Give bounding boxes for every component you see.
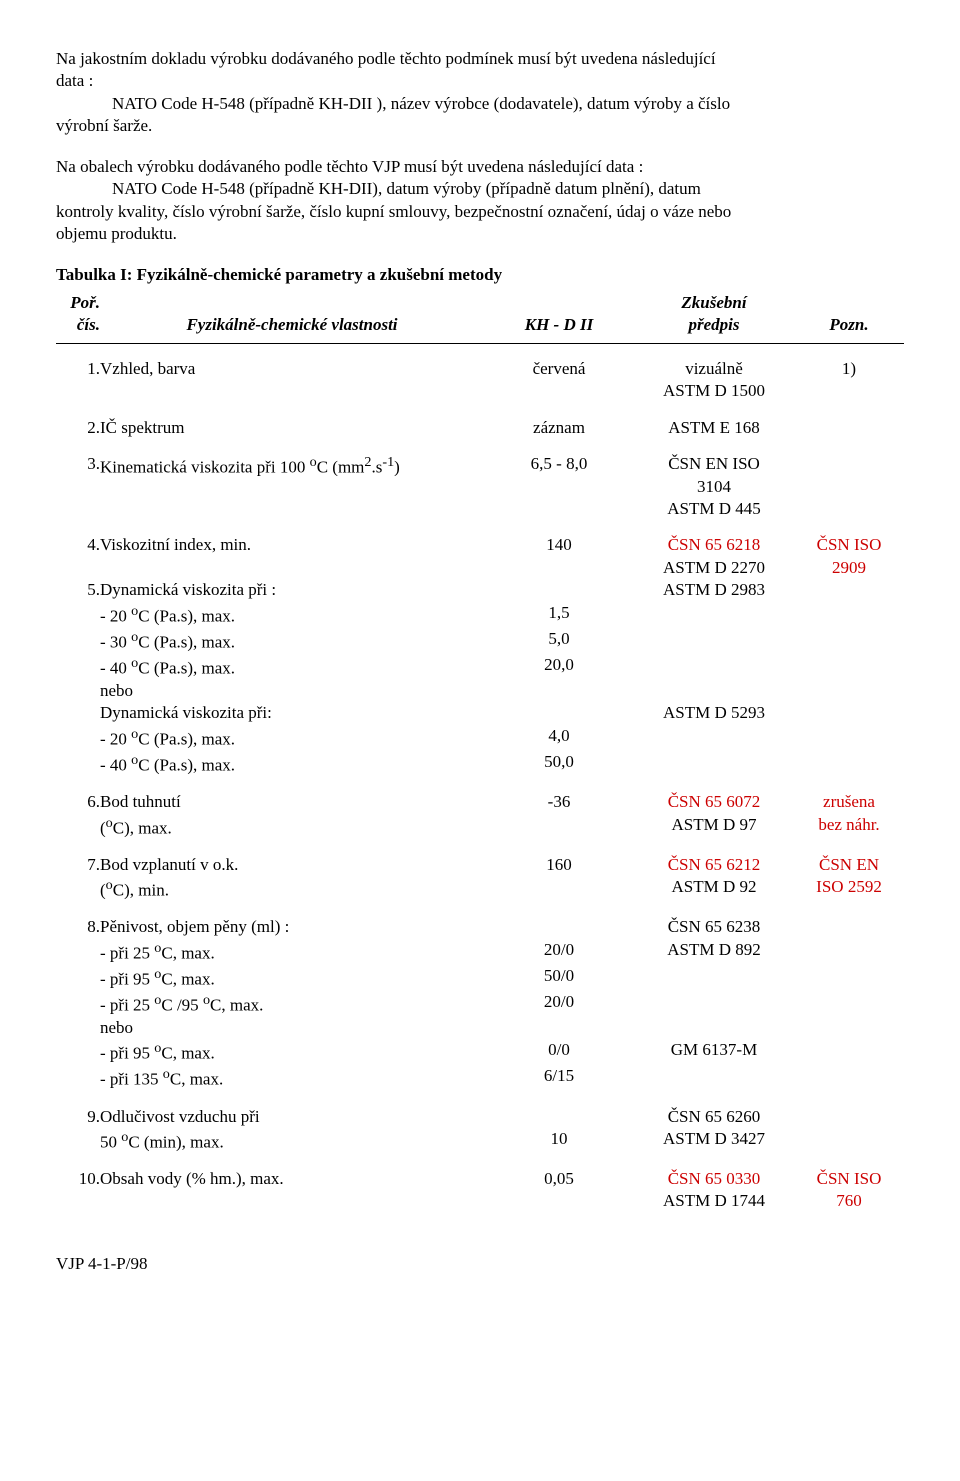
row-name: Pěnivost, objem pěny (ml) :: [100, 916, 484, 938]
table-row: - při 135 oC, max. 6/15: [56, 1065, 904, 1091]
table-row: - 30 oC (Pa.s), max. 5,0: [56, 628, 904, 654]
row-num: 10.: [56, 1168, 100, 1213]
row-name: Dynamická viskozita při :: [100, 579, 484, 601]
row-zku: vizuálně ASTM D 1500: [634, 358, 794, 403]
row-name: Bod vzplanutí v o.k. (oC), min.: [100, 854, 484, 903]
row-num: 4.: [56, 534, 100, 579]
row-zku: ČSN 65 6218 ASTM D 2270: [634, 534, 794, 579]
hdr-zku: Zkušební předpis: [634, 292, 794, 343]
table-row: 8. Pěnivost, objem pěny (ml) : ČSN 65 62…: [56, 916, 904, 938]
table-row: 1. Vzhled, barva červená vizuálně ASTM D…: [56, 358, 904, 403]
row-zku: ČSN EN ISO 3104 ASTM D 445: [634, 453, 794, 520]
row-name: Obsah vody (% hm.), max.: [100, 1168, 484, 1213]
p2-l4: objemu produktu.: [56, 224, 177, 243]
row-pozn: ČSN ISO 760: [794, 1168, 904, 1213]
table-row: - 20 oC (Pa.s), max. 4,0: [56, 725, 904, 751]
row-zku: ČSN 65 0330 ASTM D 1744: [634, 1168, 794, 1213]
row-zku: ČSN 65 6072 ASTM D 97: [634, 791, 794, 840]
table-row: nebo: [56, 680, 904, 702]
hdr-kh: KH - D II: [484, 292, 634, 343]
p1-l4w: výrobní šarže.: [56, 115, 904, 137]
table-row: - 40 oC (Pa.s), max. 20,0: [56, 654, 904, 680]
row-name: Viskozitní index, min.: [100, 534, 484, 579]
row-kh: 160: [484, 854, 634, 903]
intro-para-1-indent: NATO Code H-548 (případně KH-DII ), náze…: [56, 93, 904, 115]
table-row: nebo: [56, 1017, 904, 1039]
row-num: 1.: [56, 358, 100, 403]
row-num: 6.: [56, 791, 100, 840]
row-num: 7.: [56, 854, 100, 903]
table-row: - 20 oC (Pa.s), max. 1,5: [56, 602, 904, 628]
row-name: IČ spektrum: [100, 417, 484, 439]
row-zku: ASTM E 168: [634, 417, 794, 439]
row-num: 9.: [56, 1106, 100, 1155]
table-row: - 40 oC (Pa.s), max. 50,0: [56, 751, 904, 777]
p2-l1: Na obalech výrobku dodávaného podle těch…: [56, 157, 643, 176]
p1-l2: data :: [56, 71, 93, 90]
row-name: Vzhled, barva: [100, 358, 484, 403]
page-footer: VJP 4-1-P/98: [56, 1253, 904, 1275]
table-row: Dynamická viskozita při: ASTM D 5293: [56, 702, 904, 724]
table-row: 7. Bod vzplanutí v o.k. (oC), min. 160 Č…: [56, 854, 904, 903]
row-kh: červená: [484, 358, 634, 403]
p2-l3w: kontroly kvality, číslo výrobní šarže, č…: [56, 201, 904, 246]
hdr-pozn: Pozn.: [794, 292, 904, 343]
row-num: 2.: [56, 417, 100, 439]
row-num: 3.: [56, 453, 100, 520]
row-num: 5.: [56, 579, 100, 601]
row-pozn: ČSN ISO 2909: [794, 534, 904, 579]
p1-l3: NATO Code H-548 (případně KH-DII ), náze…: [112, 94, 730, 113]
table-row: 10. Obsah vody (% hm.), max. 0,05 ČSN 65…: [56, 1168, 904, 1213]
intro-para-1: Na jakostním dokladu výrobku dodávaného …: [56, 48, 904, 93]
row-num: 8.: [56, 916, 100, 938]
row-pozn: 1): [794, 358, 904, 403]
intro-para-2-indent: NATO Code H-548 (případně KH-DII), datum…: [56, 178, 904, 200]
table-row: 6. Bod tuhnutí (oC), max. -36 ČSN 65 607…: [56, 791, 904, 840]
row-zku: ČSN 65 6238: [634, 916, 794, 938]
row-zku: ASTM D 2983: [634, 579, 794, 601]
table-title: Tabulka I: Fyzikálně-chemické parametry …: [56, 264, 904, 286]
row-name: Odlučivost vzduchu při 50 oC (min), max.: [100, 1106, 484, 1155]
p1-l4: výrobní šarže.: [56, 116, 152, 135]
table-row: 9. Odlučivost vzduchu při 50 oC (min), m…: [56, 1106, 904, 1155]
row-kh: 6,5 - 8,0: [484, 453, 634, 520]
row-name: Bod tuhnutí (oC), max.: [100, 791, 484, 840]
row-zku: ČSN 65 6260 ASTM D 3427: [634, 1106, 794, 1155]
row-name: Kinematická viskozita při 100 oC (mm2.s-…: [100, 453, 484, 520]
row-kh: -36: [484, 791, 634, 840]
table-row: - při 95 oC, max. 0/0 GM 6137-M: [56, 1039, 904, 1065]
row-kh: 0,05: [484, 1168, 634, 1213]
row-pozn: ČSN EN ISO 2592: [794, 854, 904, 903]
parameters-table: Poř. čís. Fyzikálně-chemické vlastnosti …: [56, 292, 904, 1213]
table-header-row: Poř. čís. Fyzikálně-chemické vlastnosti …: [56, 292, 904, 343]
row-pozn: zrušena bez náhr.: [794, 791, 904, 840]
table-row: 2. IČ spektrum záznam ASTM E 168: [56, 417, 904, 439]
row-kh: 10: [484, 1106, 634, 1155]
row-kh: 140: [484, 534, 634, 579]
p2-l3: kontroly kvality, číslo výrobní šarže, č…: [56, 202, 731, 221]
row-zku: ČSN 65 6212 ASTM D 92: [634, 854, 794, 903]
row-kh: záznam: [484, 417, 634, 439]
p2-l2: NATO Code H-548 (případně KH-DII), datum…: [112, 179, 701, 198]
intro-para-2: Na obalech výrobku dodávaného podle těch…: [56, 156, 904, 178]
table-row: 4. Viskozitní index, min. 140 ČSN 65 621…: [56, 534, 904, 579]
table-row: - při 95 oC, max. 50/0: [56, 965, 904, 991]
table-row: 5. Dynamická viskozita při : ASTM D 2983: [56, 579, 904, 601]
hdr-num: Poř. čís.: [56, 292, 100, 343]
table-row: 3. Kinematická viskozita při 100 oC (mm2…: [56, 453, 904, 520]
table-row: - při 25 oC, max. 20/0 ASTM D 892: [56, 939, 904, 965]
hdr-name: Fyzikálně-chemické vlastnosti: [100, 292, 484, 343]
table-row: - při 25 oC /95 oC, max. 20/0: [56, 991, 904, 1017]
p1-l1: Na jakostním dokladu výrobku dodávaného …: [56, 49, 716, 68]
